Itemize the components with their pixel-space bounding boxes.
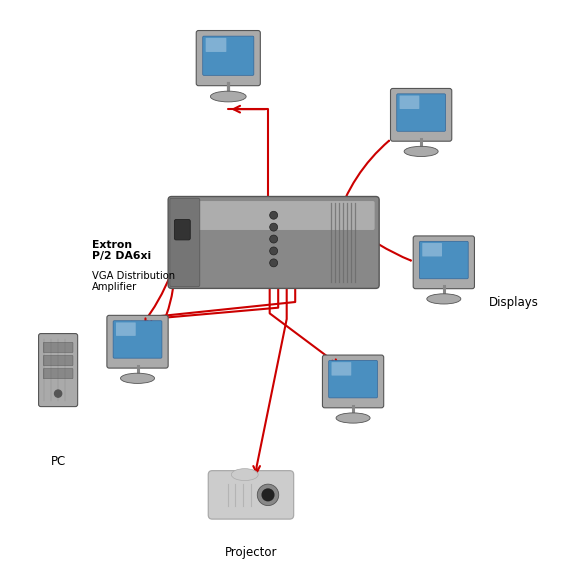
FancyBboxPatch shape bbox=[397, 94, 446, 131]
FancyBboxPatch shape bbox=[332, 362, 351, 376]
Ellipse shape bbox=[120, 373, 154, 384]
Circle shape bbox=[55, 390, 62, 397]
FancyArrowPatch shape bbox=[156, 239, 175, 339]
Circle shape bbox=[262, 488, 275, 502]
Circle shape bbox=[270, 247, 278, 255]
Ellipse shape bbox=[336, 413, 370, 423]
Ellipse shape bbox=[404, 146, 438, 157]
FancyBboxPatch shape bbox=[329, 360, 377, 398]
Ellipse shape bbox=[231, 469, 258, 481]
FancyArrowPatch shape bbox=[378, 244, 411, 260]
FancyBboxPatch shape bbox=[170, 198, 200, 287]
FancyBboxPatch shape bbox=[400, 96, 420, 109]
Text: VGA Distribution
Amplifier: VGA Distribution Amplifier bbox=[92, 271, 175, 292]
FancyBboxPatch shape bbox=[116, 323, 136, 336]
FancyBboxPatch shape bbox=[43, 356, 73, 365]
Circle shape bbox=[257, 484, 279, 506]
FancyBboxPatch shape bbox=[113, 321, 162, 358]
Circle shape bbox=[270, 223, 278, 231]
FancyBboxPatch shape bbox=[174, 219, 190, 240]
FancyBboxPatch shape bbox=[107, 315, 168, 368]
FancyArrowPatch shape bbox=[111, 260, 176, 357]
FancyBboxPatch shape bbox=[203, 36, 254, 75]
Circle shape bbox=[270, 259, 278, 267]
FancyBboxPatch shape bbox=[206, 38, 226, 52]
FancyBboxPatch shape bbox=[43, 343, 73, 352]
FancyBboxPatch shape bbox=[323, 355, 384, 408]
Text: Displays: Displays bbox=[489, 295, 539, 308]
FancyBboxPatch shape bbox=[208, 471, 294, 519]
FancyBboxPatch shape bbox=[39, 333, 78, 406]
FancyBboxPatch shape bbox=[390, 88, 452, 141]
FancyBboxPatch shape bbox=[196, 31, 260, 86]
Text: Projector: Projector bbox=[225, 546, 277, 559]
Text: PC: PC bbox=[51, 455, 66, 468]
FancyBboxPatch shape bbox=[168, 197, 379, 288]
Ellipse shape bbox=[210, 91, 246, 102]
Circle shape bbox=[270, 211, 278, 219]
Text: Extron
P/2 DA6xi: Extron P/2 DA6xi bbox=[92, 239, 151, 261]
FancyBboxPatch shape bbox=[43, 369, 73, 378]
FancyBboxPatch shape bbox=[422, 243, 442, 256]
Circle shape bbox=[270, 235, 278, 243]
FancyBboxPatch shape bbox=[413, 236, 474, 288]
FancyBboxPatch shape bbox=[173, 201, 374, 230]
Ellipse shape bbox=[427, 294, 461, 304]
FancyBboxPatch shape bbox=[420, 241, 468, 279]
FancyArrowPatch shape bbox=[336, 141, 389, 223]
